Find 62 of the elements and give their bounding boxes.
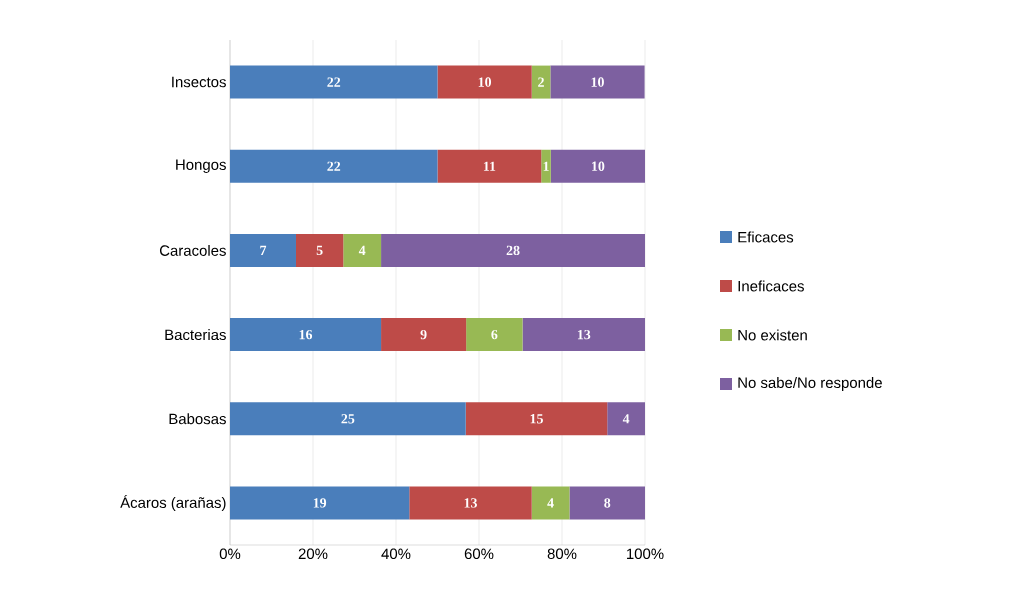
bar	[531, 65, 551, 99]
annotation: 28	[506, 245, 520, 256]
bar	[230, 318, 382, 352]
annotation: 22	[327, 77, 341, 87]
annotation: 1	[543, 161, 549, 171]
y-tick-label: Hongos	[176, 159, 226, 173]
legend-label: Eficaces	[738, 231, 794, 243]
bar	[295, 233, 344, 267]
bar	[550, 65, 645, 99]
bar	[437, 65, 532, 99]
annotation: 4	[358, 245, 366, 255]
annotation: 13	[464, 498, 477, 508]
bar	[230, 486, 410, 520]
annotation: 16	[299, 329, 313, 340]
bar	[522, 318, 646, 352]
annotation: 7	[260, 245, 267, 255]
bar	[409, 486, 532, 520]
annotation: 6	[491, 329, 498, 340]
bar	[343, 233, 382, 267]
legend-label: No sabe/No responde	[738, 377, 882, 391]
y-tick-label: Caracoles	[159, 244, 226, 256]
annotation: 9	[420, 329, 427, 340]
bar	[466, 318, 523, 352]
bar	[607, 402, 646, 436]
legend-label: No existen	[738, 329, 807, 341]
annotation: 8	[604, 498, 611, 508]
x-tick-label: 60%	[464, 548, 494, 560]
bar	[550, 149, 646, 183]
annotation: 10	[591, 77, 604, 87]
annotation: 10	[478, 77, 492, 87]
bar	[230, 233, 296, 267]
bar	[465, 402, 608, 436]
bar	[381, 233, 646, 267]
x-tick-label: 40%	[381, 548, 411, 560]
y-tick-label: Insectos	[172, 76, 226, 88]
x-tick-label: 0%	[219, 548, 241, 560]
legend-label: Ineficaces	[738, 280, 804, 292]
annotation: 2	[538, 77, 544, 87]
bar	[531, 486, 570, 520]
bar	[381, 318, 467, 352]
x-tick-label: 100%	[627, 548, 664, 560]
bar	[230, 149, 438, 183]
bar	[230, 402, 466, 436]
y-tick-label: Bacterias	[165, 329, 226, 341]
annotation: 5	[316, 245, 323, 256]
bar	[230, 65, 438, 99]
bar	[569, 486, 646, 520]
y-tick-label: Ácaros (arañas)	[120, 494, 226, 511]
x-tick-label: 20%	[298, 548, 328, 560]
annotation: 10	[592, 161, 605, 171]
annotation: 4	[547, 498, 554, 508]
y-tick-label: Babosas	[169, 413, 226, 425]
bar	[437, 149, 542, 183]
bar	[541, 149, 551, 183]
annotation: 4	[622, 414, 630, 424]
annotation: 15	[530, 414, 543, 424]
annotation: 13	[577, 329, 591, 340]
x-tick-label: 80%	[547, 548, 577, 560]
annotation: 11	[483, 161, 496, 171]
annotation: 25	[341, 414, 355, 424]
annotation: 19	[313, 498, 327, 508]
annotation: 22	[327, 161, 341, 171]
